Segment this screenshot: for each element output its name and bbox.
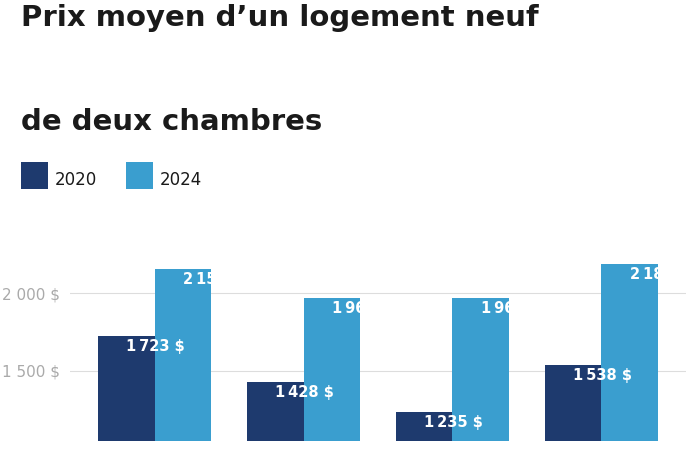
Text: 1 538 $: 1 538 $ (573, 368, 632, 383)
Bar (247, 382, 304, 450)
Text: de deux chambres: de deux chambres (21, 108, 322, 136)
Bar (601, 264, 658, 450)
Text: 1 723 $: 1 723 $ (126, 339, 185, 354)
Text: 1 428 $: 1 428 $ (275, 385, 334, 400)
Bar (155, 269, 211, 450)
Bar (304, 298, 360, 450)
Text: Prix moyen d’un logement neuf: Prix moyen d’un logement neuf (21, 4, 538, 32)
Text: 2024: 2024 (160, 171, 202, 189)
Bar (98, 336, 155, 450)
Text: 1 235 $: 1 235 $ (424, 415, 483, 430)
Text: 2 157 $: 2 157 $ (183, 271, 242, 287)
Text: 1 966 $: 1 966 $ (481, 301, 540, 316)
Text: 1 966 $: 1 966 $ (332, 301, 391, 316)
Text: 2020: 2020 (55, 171, 97, 189)
Bar (396, 412, 452, 450)
Text: 2 188 $: 2 188 $ (630, 267, 689, 282)
Bar (452, 298, 509, 450)
Bar (545, 365, 601, 450)
